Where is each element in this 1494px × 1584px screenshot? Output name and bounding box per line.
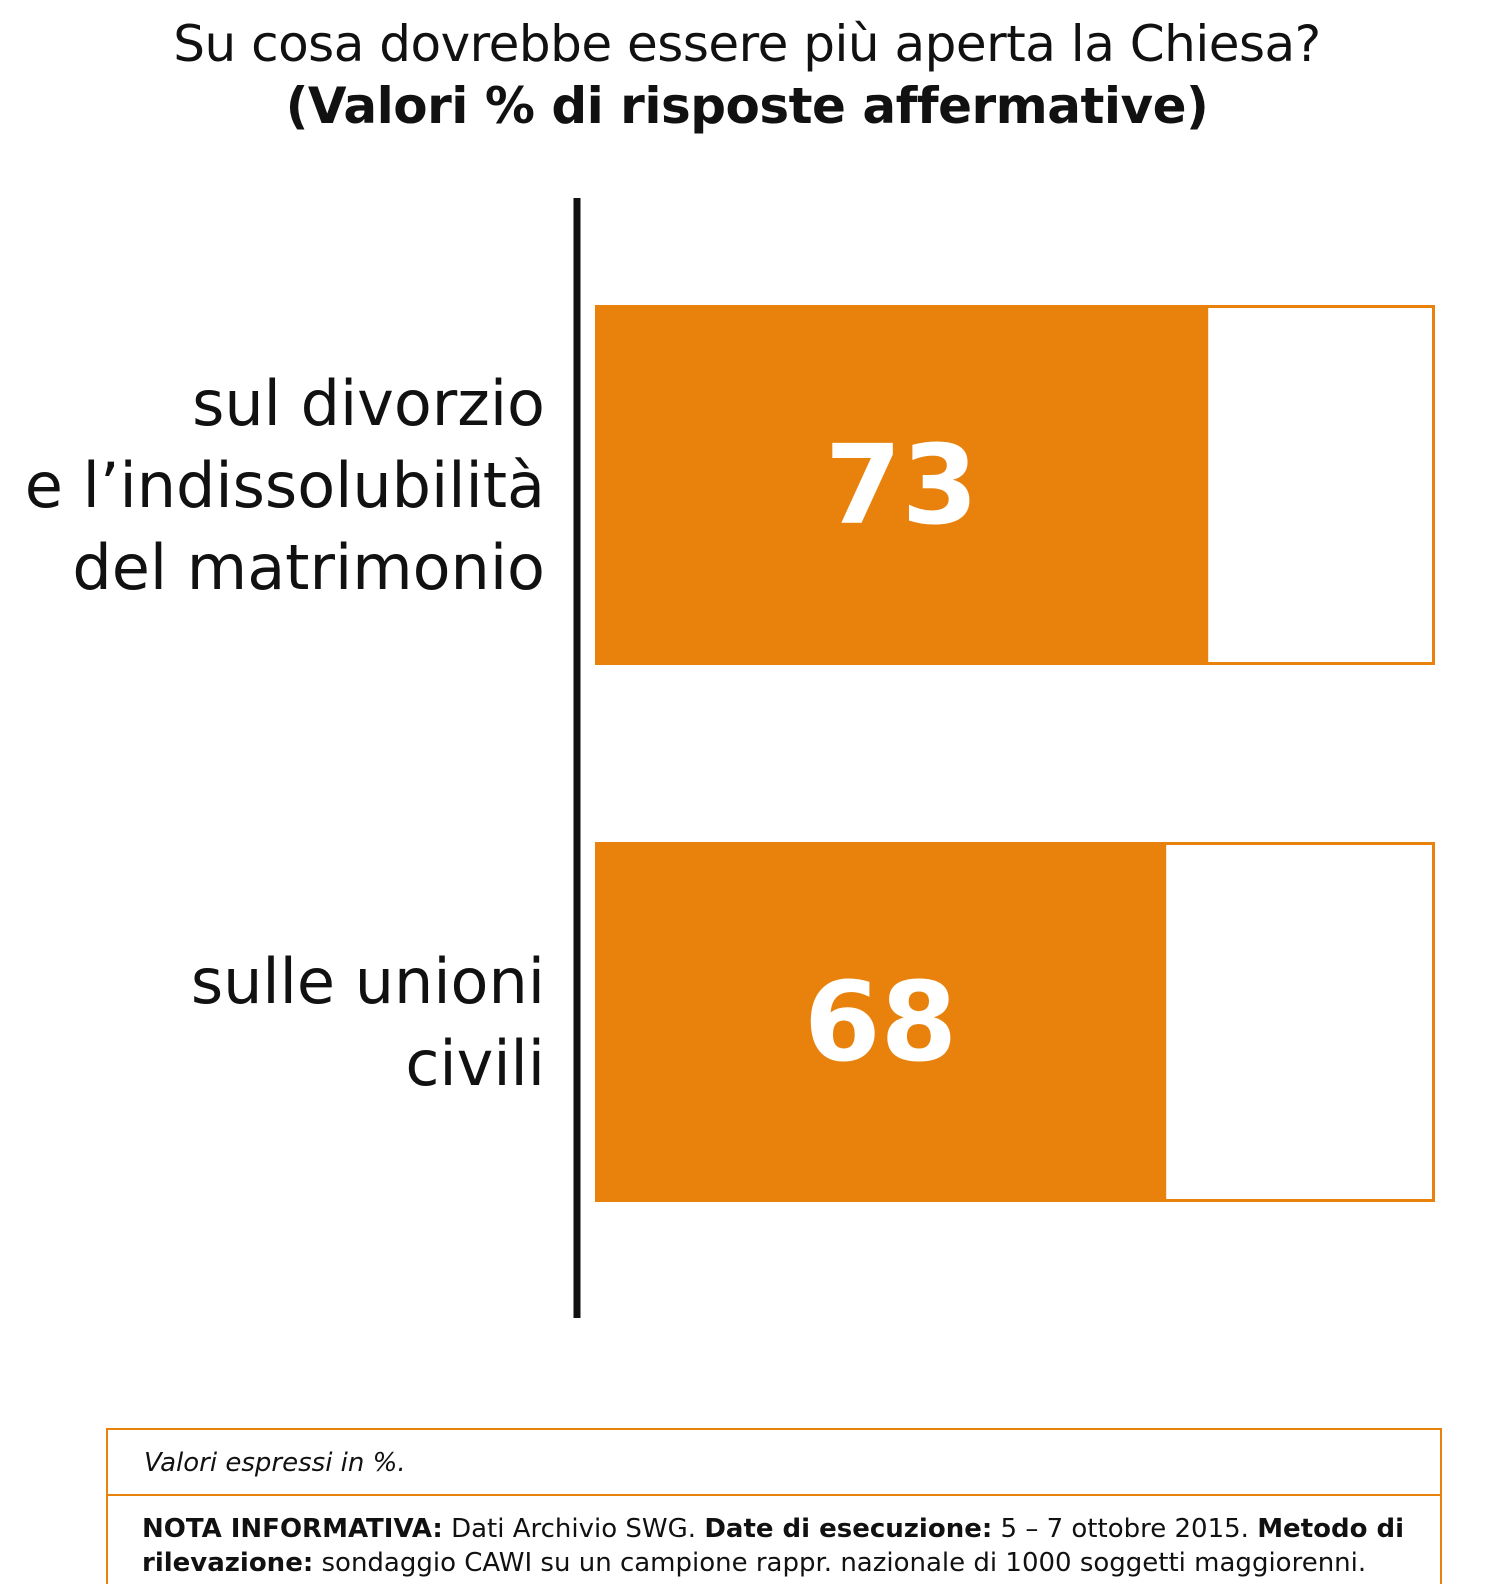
notes-divider [108, 1494, 1440, 1496]
bars-group: 73 sul divorzio e l’indissolubilità del mat… [25, 305, 1435, 1202]
category-label-line: sul divorzio [192, 367, 545, 440]
date-text: 5 – 7 ottobre 2015. [992, 1514, 1258, 1544]
category-label-line: e l’indissolubilità [25, 449, 545, 522]
bar-value-label: 73 [825, 421, 978, 549]
bar-value [595, 842, 1167, 1202]
nota-text: Dati Archivio SWG. [442, 1514, 705, 1544]
nota-label: NOTA INFORMATIVA: [142, 1514, 443, 1544]
metodo-text: sondaggio CAWI su un campione rappr. naz… [313, 1548, 1367, 1578]
notes-box: Valori espressi in %. NOTA INFORMATIVA: … [106, 1428, 1442, 1584]
bar-value-label: 68 [804, 958, 957, 1086]
category-label-line: civili [405, 1027, 545, 1100]
category-label-line: del matrimonio [72, 531, 545, 604]
category-label: sul divorzio e l’indissolubilità del matri… [25, 367, 545, 604]
bar-value [595, 305, 1209, 665]
category-label: sulle unioni civili [191, 945, 545, 1100]
metodo-label: Metodo di rilevazione: [142, 1514, 1405, 1578]
bar-chart: 73 sul divorzio e l’indissolubilità del mat… [25, 198, 1435, 1318]
chart-title: Su cosa dovrebbe essere più aperta la Ch… [173, 15, 1321, 73]
category-label-line: sulle unioni [191, 945, 545, 1018]
units-note: Valori espressi in %. [144, 1448, 406, 1478]
chart-subtitle: (Valori % di risposte affermative) [285, 77, 1209, 135]
date-label: Date di esecuzione: [704, 1514, 993, 1544]
methodology-note: NOTA INFORMATIVA: Dati Archivio SWG. Dat… [142, 1512, 1422, 1580]
